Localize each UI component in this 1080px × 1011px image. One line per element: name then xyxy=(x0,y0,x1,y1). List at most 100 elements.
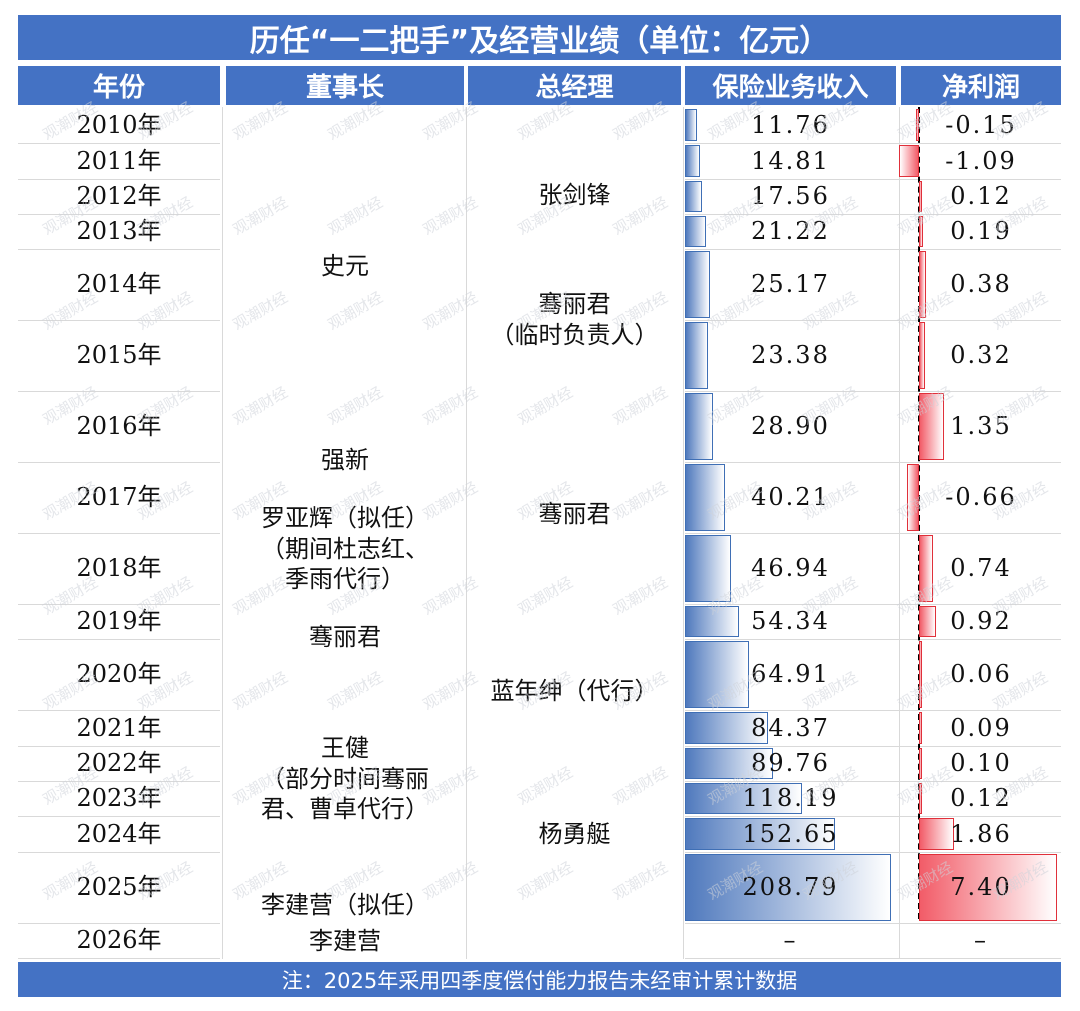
grid-line xyxy=(18,639,220,640)
profit-bar xyxy=(919,606,937,637)
grid-line xyxy=(466,107,467,959)
chairman-cell: 李建营（拟任） xyxy=(261,890,429,919)
revenue-label: 11.76 xyxy=(751,110,830,139)
revenue-bar xyxy=(685,464,725,531)
chairman-cell: 骞丽君 xyxy=(309,623,381,652)
chairman-cell: 史元 xyxy=(321,251,369,280)
grid-line xyxy=(18,391,220,392)
profit-bar xyxy=(919,181,922,212)
profit-bar xyxy=(919,748,922,779)
profit-label: 0.74 xyxy=(950,554,1012,583)
profit-label: 0.19 xyxy=(950,217,1012,246)
chairman-cell: 强新 xyxy=(321,446,369,475)
grid-line xyxy=(18,923,220,924)
profit-label: 0.92 xyxy=(950,607,1012,636)
year-cell: 2021年 xyxy=(76,713,162,742)
header-chairman: 董事长 xyxy=(226,66,464,105)
profit-bar xyxy=(919,393,945,460)
grid-line xyxy=(18,852,220,853)
revenue-bar xyxy=(685,783,802,814)
grid-line xyxy=(18,958,220,959)
revenue-bar xyxy=(685,251,710,318)
revenue-bar xyxy=(685,854,891,921)
profit-label: 7.40 xyxy=(950,873,1012,902)
year-cell: 2016年 xyxy=(76,412,162,441)
profit-label: 0.10 xyxy=(950,749,1012,778)
profit-label: -1.09 xyxy=(945,146,1017,175)
revenue-label: 208.79 xyxy=(742,873,839,902)
year-cell: 2025年 xyxy=(76,873,162,902)
grid-line xyxy=(685,710,1061,711)
year-cell: 2024年 xyxy=(76,819,162,848)
year-cell: 2022年 xyxy=(76,749,162,778)
profit-label: 1.86 xyxy=(950,819,1012,848)
grid-line xyxy=(685,816,1061,817)
revenue-bar xyxy=(685,322,709,389)
chairman-cell: 罗亚辉（拟任） （期间杜志红、 季雨代行） xyxy=(261,503,429,594)
manager-cell: 杨勇艇 xyxy=(538,819,611,848)
revenue-bar xyxy=(685,712,769,744)
profit-bar xyxy=(919,216,923,247)
grid-line xyxy=(685,214,1061,215)
year-cell: 2023年 xyxy=(76,784,162,813)
revenue-label: 25.17 xyxy=(751,270,830,299)
grid-line xyxy=(18,320,220,321)
grid-line xyxy=(18,781,220,782)
revenue-label: 28.90 xyxy=(751,412,830,441)
profit-bar xyxy=(898,145,919,177)
profit-label: -0.66 xyxy=(945,483,1017,512)
profit-bar xyxy=(919,535,933,602)
revenue-label: 23.38 xyxy=(751,341,830,370)
revenue-bar xyxy=(685,216,706,247)
grid-line xyxy=(685,958,1061,959)
chairman-cell: 李建营 xyxy=(309,926,381,955)
year-cell: 2013年 xyxy=(76,217,162,246)
manager-cell: 骞丽君 xyxy=(538,499,611,528)
year-cell: 2017年 xyxy=(76,483,162,512)
profit-label: 1.35 xyxy=(950,412,1012,441)
grid-line xyxy=(685,249,1061,250)
header-revenue: 保险业务收入 xyxy=(685,66,896,105)
grid-line xyxy=(685,852,1061,853)
chairman-cell: 王健 （部分时间骞丽 君、曹卓代行） xyxy=(261,733,429,824)
revenue-label: 46.94 xyxy=(751,554,830,583)
profit-label: 0.12 xyxy=(950,182,1012,211)
profit-bar xyxy=(919,712,922,744)
grid-line xyxy=(685,320,1061,321)
grid-line xyxy=(18,816,220,817)
grid-line xyxy=(685,179,1061,180)
revenue-label: 17.56 xyxy=(751,182,830,211)
profit-bar xyxy=(919,854,1058,921)
revenue-bar xyxy=(685,641,749,708)
revenue-bar xyxy=(685,109,697,141)
manager-cell: 蓝年绅（代行） xyxy=(490,676,659,705)
profit-bar xyxy=(906,464,919,531)
table-title: 历任“一二把手”及经营业绩（单位：亿元） xyxy=(18,15,1061,60)
revenue-bar xyxy=(685,181,703,212)
profit-label: 0.09 xyxy=(950,713,1012,742)
revenue-label: 64.91 xyxy=(751,660,830,689)
grid-line xyxy=(685,781,1061,782)
revenue-bar xyxy=(685,393,714,460)
year-cell: 2011年 xyxy=(76,146,162,175)
grid-line xyxy=(685,923,1061,924)
grid-line xyxy=(18,462,220,463)
profit-bar xyxy=(919,783,922,814)
revenue-bar xyxy=(685,145,700,177)
revenue-bar xyxy=(685,535,732,602)
profit-label: 0.12 xyxy=(950,784,1012,813)
year-cell: 2019年 xyxy=(76,607,162,636)
profit-bar xyxy=(919,251,927,318)
grid-line xyxy=(685,462,1061,463)
header-profit: 净利润 xyxy=(901,66,1061,105)
profit-label: 0.06 xyxy=(950,660,1012,689)
profit-bar xyxy=(919,641,922,708)
manager-cell: 骞丽君 （临时负责人） xyxy=(490,289,659,349)
year-cell: 2010年 xyxy=(76,110,162,139)
profit-bar xyxy=(919,818,954,850)
profit-label: – xyxy=(974,926,988,955)
grid-line xyxy=(685,391,1061,392)
grid-line xyxy=(685,604,1061,605)
grid-line xyxy=(18,710,220,711)
grid-line xyxy=(685,533,1061,534)
